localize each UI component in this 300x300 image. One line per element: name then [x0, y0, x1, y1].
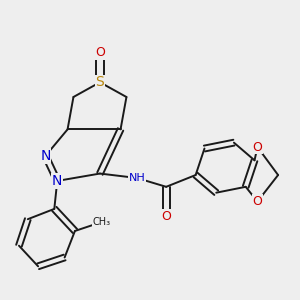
Text: NH: NH — [128, 173, 145, 183]
Text: O: O — [161, 210, 171, 223]
Text: S: S — [96, 75, 104, 89]
Text: CH₃: CH₃ — [92, 217, 110, 227]
Text: O: O — [95, 46, 105, 59]
Text: N: N — [40, 149, 51, 163]
Text: N: N — [52, 174, 62, 188]
Text: O: O — [253, 141, 262, 154]
Text: O: O — [253, 195, 262, 208]
